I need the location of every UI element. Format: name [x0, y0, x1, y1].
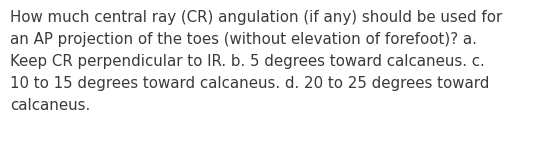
Text: How much central ray (CR) angulation (if any) should be used for: How much central ray (CR) angulation (if…	[10, 10, 502, 25]
Text: 10 to 15 degrees toward calcaneus. d. 20 to 25 degrees toward: 10 to 15 degrees toward calcaneus. d. 20…	[10, 76, 489, 91]
Text: calcaneus.: calcaneus.	[10, 98, 90, 113]
Text: an AP projection of the toes (without elevation of forefoot)? a.: an AP projection of the toes (without el…	[10, 32, 477, 47]
Text: Keep CR perpendicular to IR. b. 5 degrees toward calcaneus. c.: Keep CR perpendicular to IR. b. 5 degree…	[10, 54, 485, 69]
